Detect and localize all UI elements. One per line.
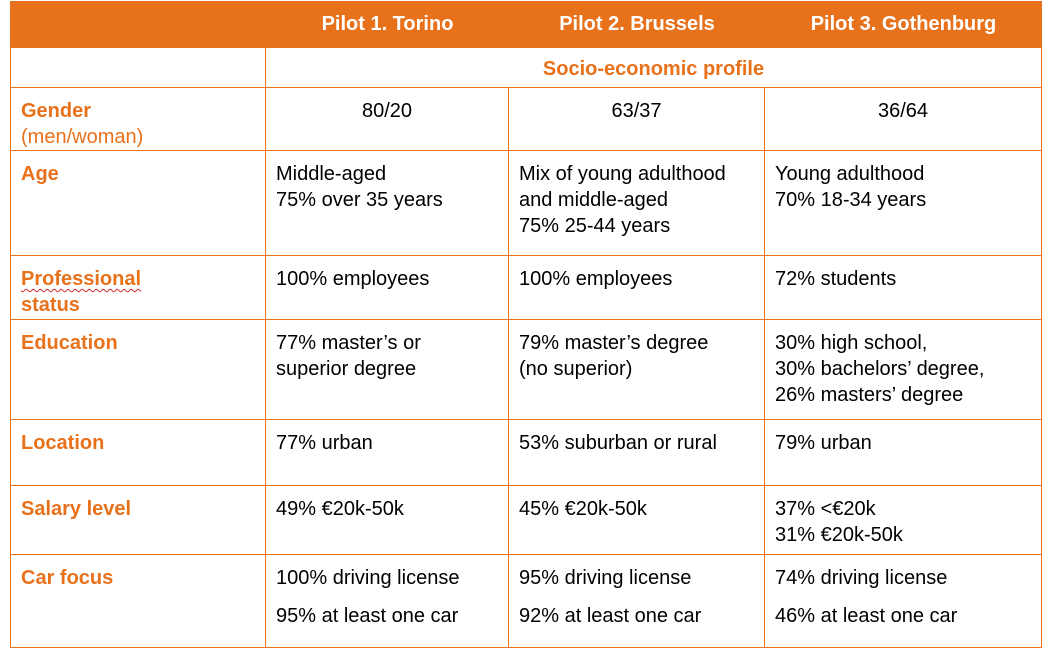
salary-brussels: 45% €20k-50k	[509, 485, 765, 554]
car-gothenburg-line: 46% at least one car	[775, 605, 958, 627]
row-label-gender: Gender (men/woman)	[11, 87, 266, 150]
header-pilot-brussels: Pilot 2. Brussels	[509, 1, 765, 47]
car-torino-line: 100% driving license	[276, 567, 460, 589]
location-gothenburg: 79% urban	[765, 419, 1042, 485]
header-pilot-gothenburg: Pilot 3. Gothenburg	[765, 1, 1042, 47]
row-label-salary-level: Salary level	[11, 485, 266, 554]
age-brussels: Mix of young adulthood and middle-aged 7…	[509, 150, 765, 255]
car-brussels-line: 95% driving license	[519, 567, 692, 589]
status-label-word: status	[21, 294, 80, 316]
age-torino: Middle-aged 75% over 35 years	[266, 150, 509, 255]
car-brussels-line: 92% at least one car	[519, 605, 702, 627]
salary-gothenburg: 37% <€20k 31% €20k-50k	[765, 485, 1042, 554]
car-torino: 100% driving license 95% at least one ca…	[266, 554, 509, 648]
education-brussels-line: (no superior)	[519, 358, 633, 380]
age-gothenburg: Young adulthood 70% 18-34 years	[765, 150, 1042, 255]
education-gothenburg: 30% high school, 30% bachelors’ degree, …	[765, 319, 1042, 419]
professional-brussels: 100% employees	[509, 255, 765, 319]
professional-torino: 100% employees	[266, 255, 509, 319]
gender-label: Gender	[21, 100, 92, 122]
age-torino-line: Middle-aged	[276, 163, 387, 185]
gender-gothenburg: 36/64	[765, 87, 1042, 150]
car-torino-line: 95% at least one car	[276, 605, 459, 627]
row-label-car-focus: Car focus	[11, 554, 266, 648]
education-gothenburg-line: 26% masters’ degree	[775, 384, 964, 406]
gender-torino: 80/20	[266, 87, 509, 150]
education-gothenburg-line: 30% bachelors’ degree,	[775, 358, 985, 380]
age-torino-line: 75% over 35 years	[276, 189, 443, 211]
salary-torino-line: 49% €20k-50k	[276, 498, 404, 520]
education-brussels-line: 79% master’s degree	[519, 332, 709, 354]
salary-brussels-line: 45% €20k-50k	[519, 498, 647, 520]
header-pilot-torino: Pilot 1. Torino	[266, 1, 509, 47]
socio-economic-table: Pilot 1. Torino Pilot 2. Brussels Pilot …	[10, 1, 1042, 648]
car-gothenburg: 74% driving license 46% at least one car	[765, 554, 1042, 648]
gender-brussels: 63/37	[509, 87, 765, 150]
professional-label-word: Professional	[21, 268, 142, 290]
education-torino: 77% master’s or superior degree	[266, 319, 509, 419]
location-brussels: 53% suburban or rural	[509, 419, 765, 485]
education-brussels: 79% master’s degree (no superior)	[509, 319, 765, 419]
row-label-professional-status: Professional status	[11, 255, 266, 319]
education-torino-line: superior degree	[276, 358, 417, 380]
age-gothenburg-line: 70% 18-34 years	[775, 189, 927, 211]
age-brussels-line: 75% 25-44 years	[519, 215, 671, 237]
salary-gothenburg-line: 37% <€20k	[775, 498, 876, 520]
professional-gothenburg: 72% students	[765, 255, 1042, 319]
section-blank-cell	[11, 47, 266, 87]
car-gothenburg-line: 74% driving license	[775, 567, 948, 589]
age-gothenburg-line: Young adulthood	[775, 163, 925, 185]
car-brussels: 95% driving license 92% at least one car	[509, 554, 765, 648]
row-label-age: Age	[11, 150, 266, 255]
location-torino: 77% urban	[266, 419, 509, 485]
header-blank-cell	[11, 1, 266, 47]
education-gothenburg-line: 30% high school,	[775, 332, 928, 354]
age-brussels-line: and middle-aged	[519, 189, 668, 211]
age-brussels-line: Mix of young adulthood	[519, 163, 726, 185]
row-label-education: Education	[11, 319, 266, 419]
gender-note: (men/woman)	[21, 126, 144, 148]
salary-torino: 49% €20k-50k	[266, 485, 509, 554]
row-label-location: Location	[11, 419, 266, 485]
education-torino-line: 77% master’s or	[276, 332, 421, 354]
section-title: Socio-economic profile	[266, 47, 1042, 87]
salary-gothenburg-line: 31% €20k-50k	[775, 524, 903, 546]
